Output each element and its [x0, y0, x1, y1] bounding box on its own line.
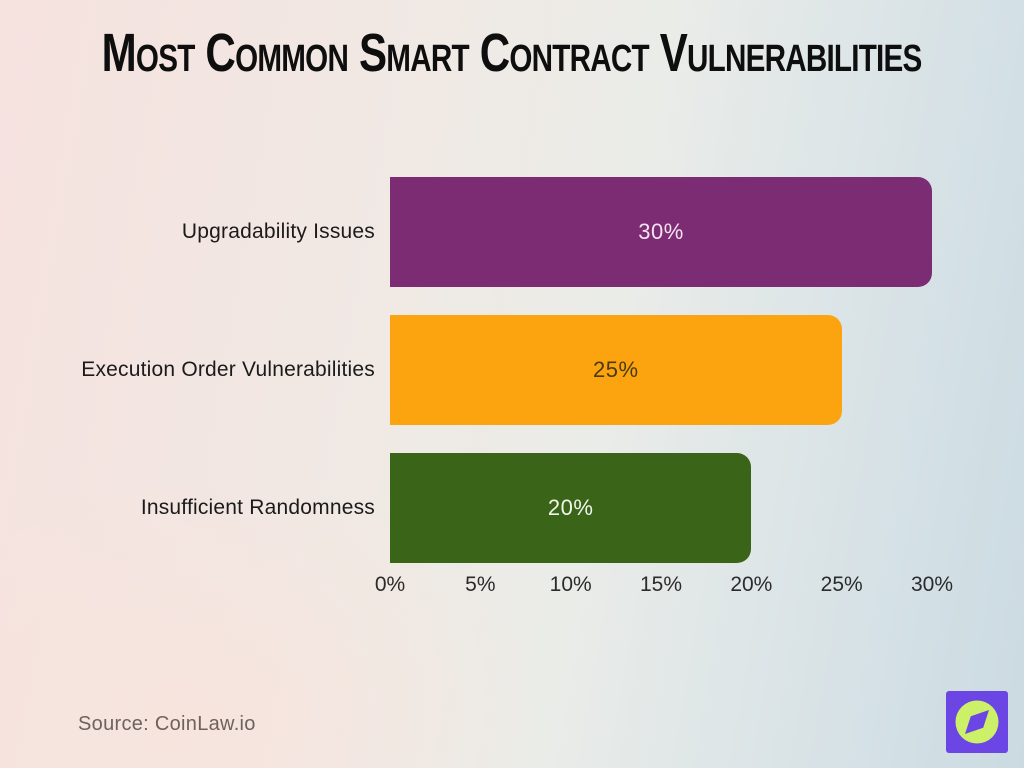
bar-value-label: 25% [593, 357, 639, 382]
coinlaw-logo [946, 691, 1008, 753]
x-axis-tick: 20% [730, 573, 773, 596]
x-axis-tick: 10% [549, 573, 592, 596]
bar-track: 20% [390, 453, 932, 563]
bar-value-label: 30% [638, 219, 684, 244]
bar-track: 30% [390, 177, 932, 287]
bar: 20% [390, 453, 752, 563]
bar-row: Upgradability Issues 30% [0, 177, 1024, 287]
category-label: Execution Order Vulnerabilities [81, 358, 375, 381]
title-container: Most Common Smart Contract Vulnerabiliti… [0, 24, 1024, 82]
x-axis-tick: 5% [465, 573, 496, 596]
x-axis: 0% 5% 10% 15% 20% 25% 30% [375, 570, 953, 600]
bar: 25% [390, 315, 842, 425]
chart-title: Most Common Smart Contract Vulnerabiliti… [102, 23, 923, 83]
bar-row: Insufficient Randomness 20% [0, 453, 1024, 563]
bar-track: 25% [390, 315, 932, 425]
x-axis-tick: 25% [820, 573, 863, 596]
bar-row: Execution Order Vulnerabilities 25% [0, 315, 1024, 425]
compass-leaf-icon [965, 710, 989, 734]
bar: 30% [390, 177, 932, 287]
category-label: Insufficient Randomness [140, 496, 375, 519]
category-label: Upgradability Issues [181, 220, 375, 243]
x-axis-tick: 0% [374, 573, 406, 596]
bar-value-label: 20% [547, 495, 594, 520]
source-text: Source: CoinLaw.io [78, 713, 256, 735]
x-axis-tick: 15% [639, 573, 683, 596]
x-axis-tick: 30% [910, 573, 954, 596]
bar-chart: Upgradability Issues 30% Execution Order V… [0, 177, 1024, 597]
